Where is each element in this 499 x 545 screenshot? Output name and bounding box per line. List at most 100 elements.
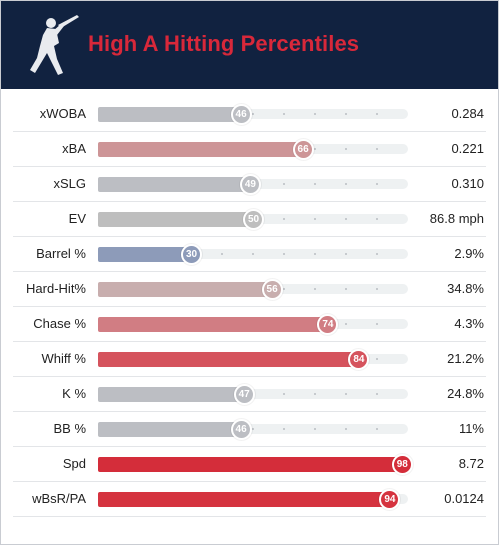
track-tick-dot — [283, 218, 285, 220]
row-divider — [13, 446, 486, 447]
percentile-bubble: 98 — [391, 454, 413, 475]
track-tick-dot — [314, 148, 316, 150]
track-tick-dot — [283, 113, 285, 115]
row-divider — [13, 271, 486, 272]
chart-title: High A Hitting Percentiles — [88, 31, 360, 56]
metric-value: 21.2% — [447, 351, 484, 366]
track-tick-dot — [314, 253, 316, 255]
percentile-row: BB % 46 11% — [1, 412, 498, 447]
percentile-bar — [98, 317, 328, 332]
percentile-bubble: 49 — [239, 174, 261, 195]
metric-value: 0.0124 — [444, 491, 484, 506]
percentile-bar — [98, 352, 359, 367]
metric-value: 0.221 — [451, 141, 484, 156]
metric-value: 0.284 — [451, 106, 484, 121]
percentile-bar — [98, 212, 253, 227]
row-divider — [13, 516, 486, 517]
percentile-bar — [98, 177, 250, 192]
row-divider — [13, 201, 486, 202]
batter-silhouette-icon — [30, 15, 79, 75]
metric-label: xWOBA — [39, 106, 86, 121]
percentile-bubble: 94 — [379, 489, 401, 510]
percentile-row: Chase % 74 4.3% — [1, 307, 498, 342]
percentile-row: xBA 66 0.221 — [1, 132, 498, 167]
track-tick-dot — [314, 218, 316, 220]
track-tick-dot — [376, 358, 378, 360]
row-divider — [13, 481, 486, 482]
percentile-row: Barrel % 30 2.9% — [1, 237, 498, 272]
percentile-bar — [98, 422, 241, 437]
track-tick-dot — [221, 253, 223, 255]
row-divider — [13, 306, 486, 307]
percentile-bubble: 46 — [230, 419, 252, 440]
percentile-bubble: 66 — [292, 139, 314, 160]
percentile-bar — [98, 492, 390, 507]
metric-label: BB % — [53, 421, 86, 436]
metric-value: 34.8% — [447, 281, 484, 296]
track-tick-dot — [376, 183, 378, 185]
track-tick-dot — [376, 393, 378, 395]
percentile-bubble: 84 — [348, 349, 370, 370]
percentile-bubble: 47 — [233, 384, 255, 405]
track-tick-dot — [376, 323, 378, 325]
metric-label: Spd — [62, 456, 86, 471]
percentile-bar — [98, 107, 241, 122]
track-tick-dot — [283, 288, 285, 290]
percentile-row: Whiff % 84 21.2% — [1, 342, 498, 377]
track-tick-dot — [283, 183, 285, 185]
track-tick-dot — [376, 428, 378, 430]
row-divider — [13, 411, 486, 412]
track-tick-dot — [376, 288, 378, 290]
percentile-row: K % 47 24.8% — [1, 377, 498, 412]
card-header: High A Hitting Percentiles — [1, 1, 498, 89]
metric-value: 86.8 mph — [429, 211, 484, 226]
percentile-bar — [98, 247, 191, 262]
track-tick-dot — [252, 253, 254, 255]
track-tick-dot — [314, 288, 316, 290]
metric-label: Whiff % — [41, 351, 86, 366]
track-tick-dot — [314, 393, 316, 395]
track-tick-dot — [376, 148, 378, 150]
row-divider — [13, 166, 486, 167]
percentile-bar — [98, 142, 303, 157]
row-divider — [13, 376, 486, 377]
track-tick-dot — [376, 218, 378, 220]
percentile-bar — [98, 387, 244, 402]
track-tick-dot — [345, 148, 347, 150]
row-divider — [13, 341, 486, 342]
metric-label: EV — [68, 211, 86, 226]
metric-value: 0.310 — [451, 176, 484, 191]
metric-value: 11% — [458, 421, 484, 436]
track-tick-dot — [345, 288, 347, 290]
track-tick-dot — [376, 253, 378, 255]
track-tick-dot — [252, 428, 254, 430]
percentile-bubble: 56 — [261, 279, 283, 300]
metric-value: 24.8% — [447, 386, 484, 401]
metric-label: K % — [62, 386, 86, 401]
percentile-row: xSLG 49 0.310 — [1, 167, 498, 202]
track-tick-dot — [345, 428, 347, 430]
track-tick-dot — [345, 113, 347, 115]
percentile-row: Hard-Hit% 56 34.8% — [1, 272, 498, 307]
metric-label: xBA — [62, 141, 86, 156]
percentile-bubble: 74 — [317, 314, 339, 335]
track-tick-dot — [376, 113, 378, 115]
track-tick-dot — [345, 253, 347, 255]
row-divider — [13, 236, 486, 237]
metric-label: xSLG — [53, 176, 86, 191]
track-tick-dot — [314, 183, 316, 185]
track-tick-dot — [283, 393, 285, 395]
track-tick-dot — [314, 113, 316, 115]
percentile-bar — [98, 282, 272, 297]
percentile-bar — [98, 457, 402, 472]
metric-value: 2.9% — [454, 246, 484, 261]
metric-value: 4.3% — [454, 316, 484, 331]
track-tick-dot — [252, 113, 254, 115]
track-tick-dot — [283, 253, 285, 255]
track-tick-dot — [345, 393, 347, 395]
metric-label: Chase % — [33, 316, 86, 331]
percentile-bubble: 30 — [181, 244, 202, 265]
track-tick-dot — [345, 323, 347, 325]
percentile-row: Spd 98 8.72 — [1, 447, 498, 482]
